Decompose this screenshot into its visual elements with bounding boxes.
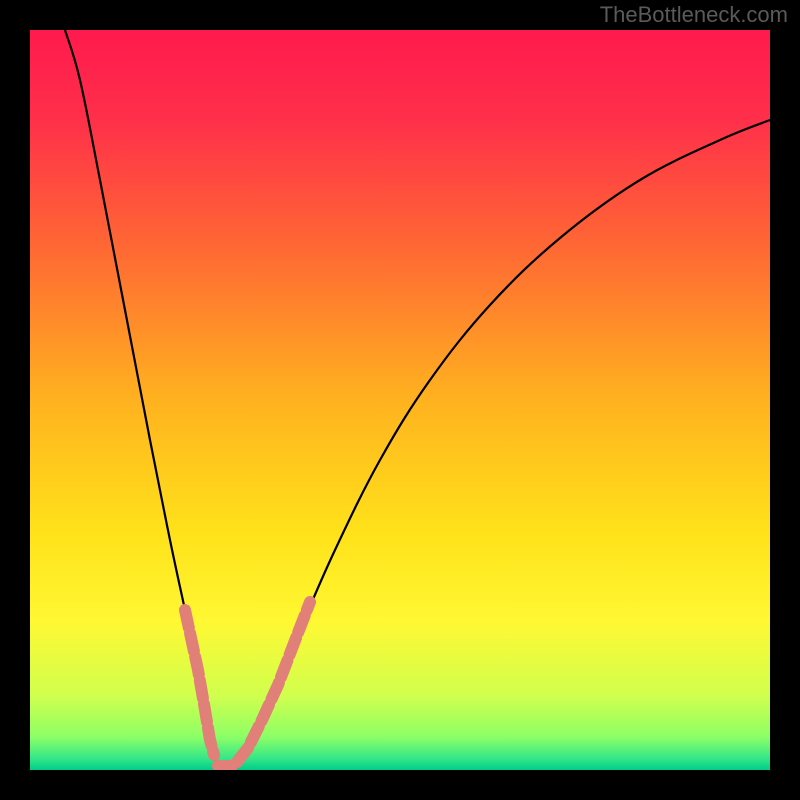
watermark-text: TheBottleneck.com bbox=[600, 2, 788, 28]
plot-background-gradient bbox=[30, 30, 770, 770]
chart-container: TheBottleneck.com bbox=[0, 0, 800, 800]
chart-svg bbox=[0, 0, 800, 800]
